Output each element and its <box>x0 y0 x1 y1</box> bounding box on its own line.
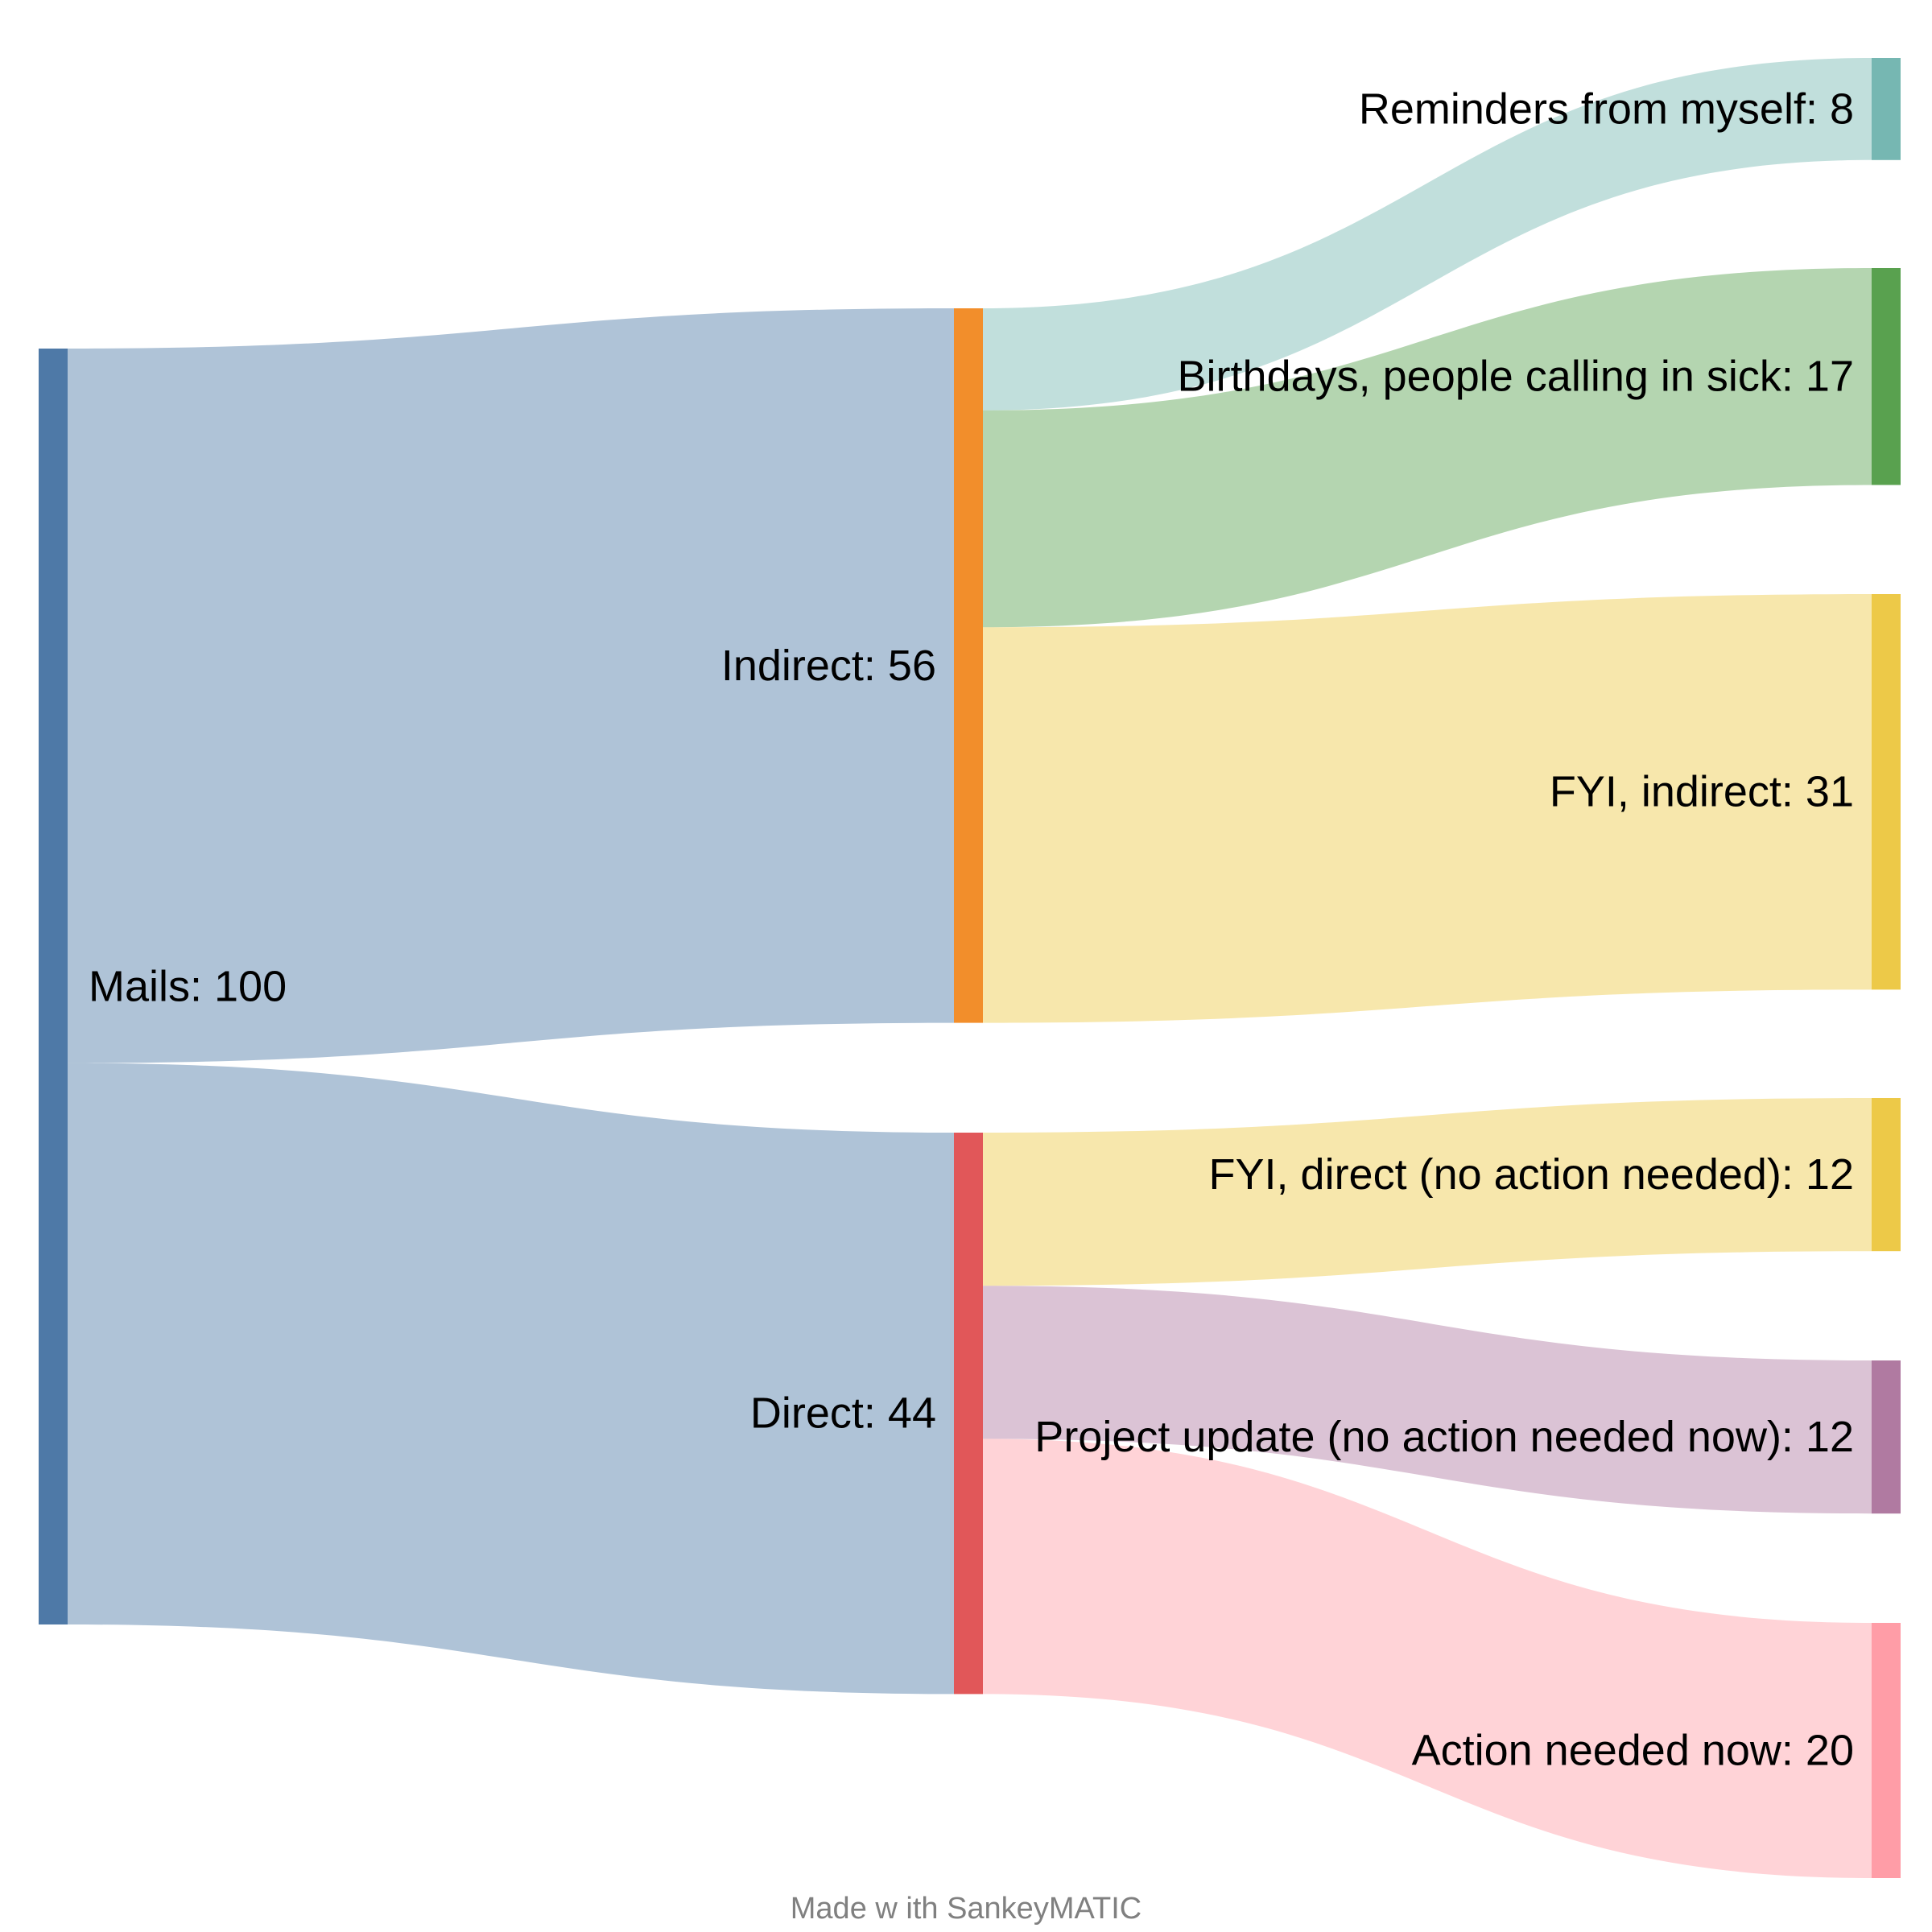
node-direct <box>954 1133 983 1695</box>
nodes-layer <box>39 58 1901 1878</box>
node-label-fyi_direct: FYI, direct (no action needed): 12 <box>1209 1150 1854 1199</box>
node-label-project_update: Project update (no action needed now): 1… <box>1034 1413 1854 1461</box>
node-label-direct: Direct: 44 <box>750 1389 936 1438</box>
node-label-reminders: Reminders from myself: 8 <box>1359 85 1854 133</box>
link-direct-to-project_update <box>983 1286 1872 1514</box>
node-fyi_indirect <box>1872 594 1901 990</box>
node-label-fyi_indirect: FYI, indirect: 31 <box>1550 768 1854 816</box>
link-mails-to-direct <box>68 1063 954 1695</box>
node-fyi_direct <box>1872 1098 1901 1252</box>
link-indirect-to-reminders <box>983 58 1872 411</box>
link-direct-to-action_now <box>983 1439 1872 1878</box>
links-layer <box>68 58 1872 1878</box>
node-mails <box>39 349 68 1624</box>
node-label-action_now: Action needed now: 20 <box>1412 1727 1854 1775</box>
link-indirect-to-fyi_indirect <box>983 594 1872 1023</box>
node-action_now <box>1872 1623 1901 1878</box>
node-birthdays <box>1872 268 1901 485</box>
link-mails-to-indirect <box>68 308 954 1063</box>
node-indirect <box>954 308 983 1023</box>
link-indirect-to-birthdays <box>983 268 1872 628</box>
node-label-birthdays: Birthdays, people calling in sick: 17 <box>1178 353 1854 401</box>
node-label-mails: Mails: 100 <box>89 963 287 1011</box>
labels-layer: Mails: 100 Indirect: 56 Direct: 44 Reminder… <box>89 85 1854 1774</box>
link-direct-to-fyi_direct <box>983 1098 1872 1286</box>
credit-text: Made w ith SankeyMATIC <box>791 1892 1141 1926</box>
node-label-indirect: Indirect: 56 <box>721 642 936 690</box>
node-reminders <box>1872 58 1901 160</box>
node-project_update <box>1872 1360 1901 1514</box>
